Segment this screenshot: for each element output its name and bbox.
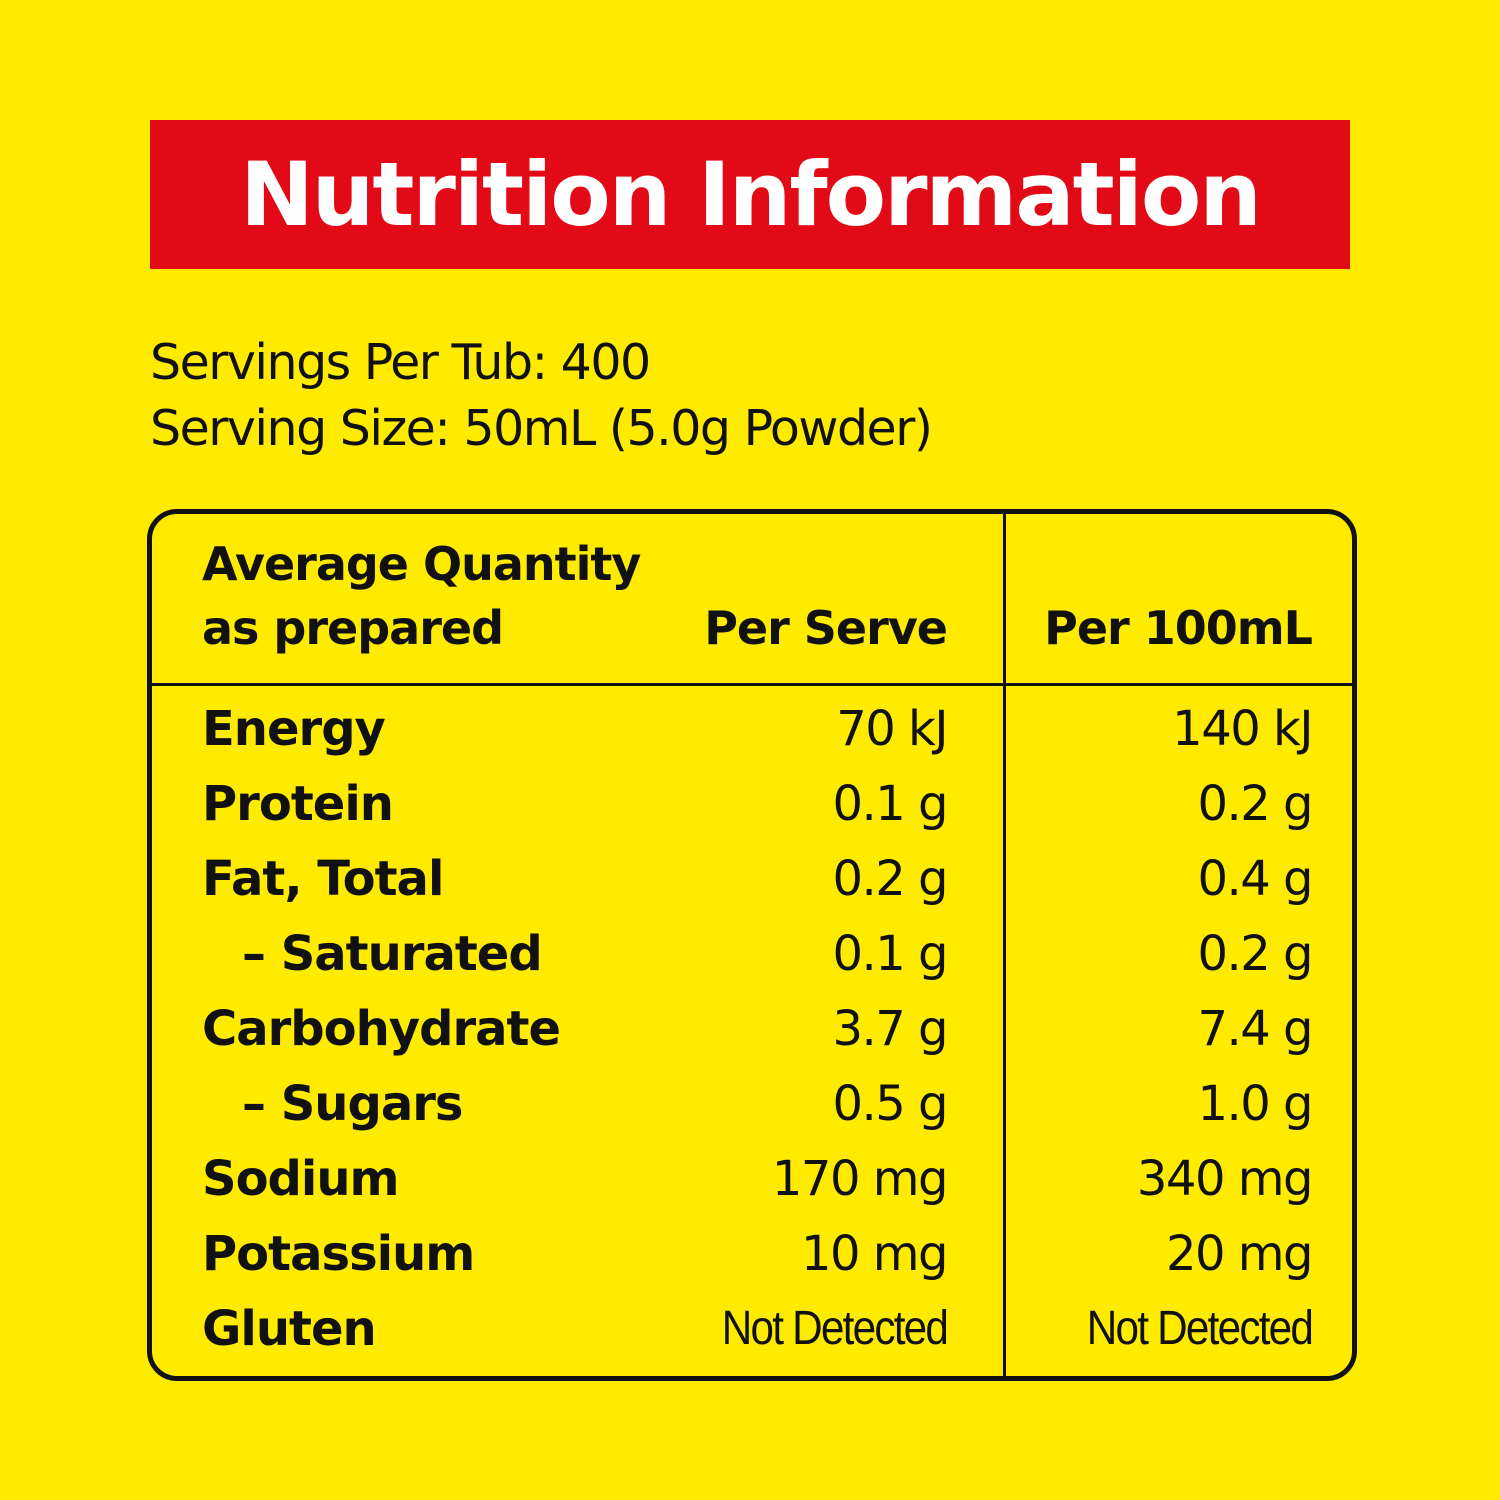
table-body: Energy 70 kJ 140 kJ Protein 0.1 g 0.2 g …: [152, 694, 1352, 1369]
table-row: Fat, Total 0.2 g 0.4 g: [152, 844, 1352, 919]
per-serve-value: 70 kJ: [836, 701, 948, 757]
nutrient-name: Protein: [202, 776, 394, 832]
per-serve-value: Not Detected: [721, 1302, 949, 1355]
per-serve-value: 0.2 g: [832, 851, 948, 907]
nutrient-name: Sodium: [202, 1151, 400, 1207]
nutrient-name: Fat, Total: [202, 851, 444, 907]
header-per-100ml: Per 100mL: [1044, 601, 1313, 655]
header-divider: [152, 683, 1352, 686]
nutrient-name: Carbohydrate: [202, 1001, 561, 1057]
title-banner: Nutrition Information: [150, 120, 1350, 269]
nutrient-name: Potassium: [202, 1226, 475, 1282]
serving-size: Serving Size: 50mL (5.0g Powder): [150, 400, 933, 457]
nutrient-name: – Saturated: [242, 926, 543, 982]
per-100ml-value: Not Detected: [1086, 1302, 1314, 1355]
table-row: Sodium 170 mg 340 mg: [152, 1144, 1352, 1219]
nutrient-name: Gluten: [202, 1301, 377, 1357]
per-100ml-value: 0.2 g: [1197, 776, 1313, 832]
nutrient-name: Energy: [202, 701, 386, 757]
per-100ml-value: 140 kJ: [1172, 701, 1313, 757]
column-divider: [1003, 514, 1006, 1376]
per-serve-value: 0.1 g: [832, 926, 948, 982]
per-100ml-value: 340 mg: [1136, 1151, 1314, 1207]
per-100ml-value: 20 mg: [1165, 1226, 1314, 1282]
per-serve-value: 3.7 g: [832, 1001, 948, 1057]
per-100ml-value: 7.4 g: [1197, 1001, 1313, 1057]
table-row: Carbohydrate 3.7 g 7.4 g: [152, 994, 1352, 1069]
per-serve-value: 170 mg: [771, 1151, 949, 1207]
per-100ml-value: 1.0 g: [1197, 1076, 1313, 1132]
per-serve-value: 0.1 g: [832, 776, 948, 832]
header-label-line1: Average Quantity: [202, 537, 641, 591]
header-label: Average Quantity as prepared: [202, 532, 641, 660]
per-serve-value: 10 mg: [800, 1226, 949, 1282]
table-row: – Saturated 0.1 g 0.2 g: [152, 919, 1352, 994]
table-row: Potassium 10 mg 20 mg: [152, 1219, 1352, 1294]
table-row: Protein 0.1 g 0.2 g: [152, 769, 1352, 844]
per-serve-value: 0.5 g: [832, 1076, 948, 1132]
page-title: Nutrition Information: [240, 143, 1262, 246]
serving-info: Servings Per Tub: 400 Serving Size: 50mL…: [150, 330, 933, 462]
table-row: Gluten Not Detected Not Detected: [152, 1294, 1352, 1369]
header-per-serve: Per Serve: [704, 601, 948, 655]
table-row: Energy 70 kJ 140 kJ: [152, 694, 1352, 769]
header-label-line2: as prepared: [202, 601, 504, 655]
per-100ml-value: 0.2 g: [1197, 926, 1313, 982]
nutrition-table: Average Quantity as prepared Per Serve P…: [147, 509, 1357, 1381]
servings-per-tub: Servings Per Tub: 400: [150, 334, 651, 391]
nutrient-name: – Sugars: [242, 1076, 463, 1132]
per-100ml-value: 0.4 g: [1197, 851, 1313, 907]
table-row: – Sugars 0.5 g 1.0 g: [152, 1069, 1352, 1144]
